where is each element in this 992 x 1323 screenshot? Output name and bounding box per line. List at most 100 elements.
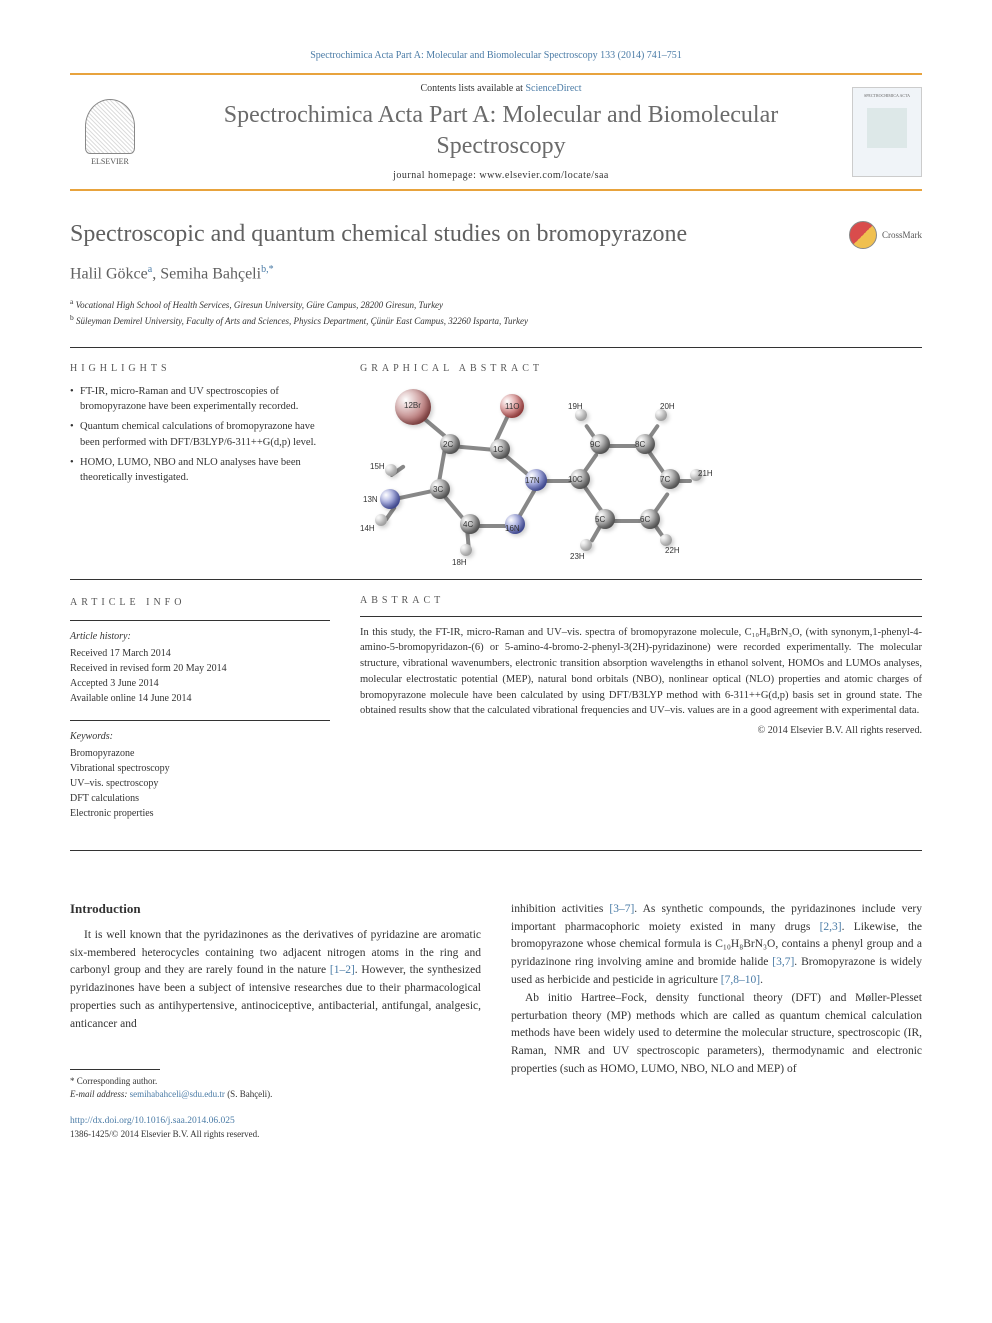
citation-link[interactable]: [1–2] — [330, 964, 355, 976]
abstract-text: In this study, the FT-IR, micro-Raman an… — [360, 625, 922, 720]
header-citation: Spectrochimica Acta Part A: Molecular an… — [70, 50, 922, 61]
highlight-item: FT-IR, micro-Raman and UV spectroscopies… — [70, 384, 330, 416]
email-line: E-mail address: semihabahceli@sdu.edu.tr… — [70, 1088, 481, 1102]
molecule-atom — [460, 544, 472, 556]
cover-thumb-title: SPECTROCHIMICA ACTA — [864, 93, 910, 98]
body-paragraph: Ab initio Hartree–Fock, density function… — [511, 990, 922, 1079]
highlights-list: FT-IR, micro-Raman and UV spectroscopies… — [70, 384, 330, 487]
divider — [360, 616, 922, 617]
sciencedirect-link[interactable]: ScienceDirect — [525, 83, 581, 94]
molecule-bond — [395, 488, 435, 500]
body-paragraph: It is well known that the pyridazinones … — [70, 927, 481, 1034]
banner-center: Contents lists available at ScienceDirec… — [170, 83, 832, 181]
citation-link[interactable]: [3–7] — [609, 903, 634, 915]
crossmark-label: CrossMark — [882, 230, 922, 240]
molecule-atom-label: 6C — [640, 515, 650, 524]
introduction-heading: Introduction — [70, 901, 481, 917]
molecule-diagram: 12Br11O2C1C3C13N15H14H4C16N17N18H10C9C5C… — [360, 384, 700, 564]
journal-cover-thumbnail[interactable]: SPECTROCHIMICA ACTA — [852, 87, 922, 177]
molecule-atom — [380, 489, 400, 509]
corresponding-author-note: * Corresponding author. — [70, 1075, 481, 1089]
body-column-left: Introduction It is well known that the p… — [70, 901, 481, 1142]
keyword: Electronic properties — [70, 806, 330, 821]
abstract-label: ABSTRACT — [360, 595, 922, 606]
molecule-atom-label: 19H — [568, 402, 583, 411]
molecule-atom-label: 14H — [360, 524, 375, 533]
doi-line: http://dx.doi.org/10.1016/j.saa.2014.06.… — [70, 1114, 481, 1128]
article-info-label: ARTICLE INFO — [70, 595, 330, 610]
molecule-atom-label: 9C — [590, 440, 600, 449]
divider — [70, 720, 330, 721]
body-paragraph: inhibition activities [3–7]. As syntheti… — [511, 901, 922, 990]
molecule-atom-label: 8C — [635, 440, 645, 449]
molecule-atom-label: 17N — [525, 476, 540, 485]
keyword: Bromopyrazone — [70, 746, 330, 761]
molecule-atom — [660, 534, 672, 546]
contents-prefix: Contents lists available at — [420, 83, 525, 94]
homepage-url[interactable]: www.elsevier.com/locate/saa — [479, 170, 608, 181]
journal-homepage: journal homepage: www.elsevier.com/locat… — [170, 170, 832, 181]
molecule-atom-label: 18H — [452, 558, 467, 567]
divider — [70, 620, 330, 621]
elsevier-tree-icon — [85, 99, 135, 154]
keyword: DFT calculations — [70, 791, 330, 806]
molecule-atom-label: 21H — [698, 469, 713, 478]
molecule-atom — [385, 464, 397, 476]
molecule-atom-label: 7C — [660, 475, 670, 484]
molecule-atom — [580, 539, 592, 551]
molecule-atom-label: 2C — [443, 440, 453, 449]
body-column-right: inhibition activities [3–7]. As syntheti… — [511, 901, 922, 1142]
author-2[interactable]: Semiha Bahçeli — [160, 266, 261, 283]
molecule-atom-label: 11O — [505, 402, 520, 411]
publisher-logo[interactable]: ELSEVIER — [70, 87, 150, 177]
journal-name: Spectrochimica Acta Part A: Molecular an… — [170, 100, 832, 162]
molecule-atom-label: 1C — [493, 445, 503, 454]
doi-link[interactable]: http://dx.doi.org/10.1016/j.saa.2014.06.… — [70, 1116, 235, 1126]
authors-line: Halil Gökcea, Semiha Bahçelib,* — [70, 264, 922, 283]
abstract-block: ABSTRACT In this study, the FT-IR, micro… — [360, 595, 922, 835]
author-1[interactable]: Halil Gökce — [70, 266, 148, 283]
article-title: Spectroscopic and quantum chemical studi… — [70, 221, 687, 248]
corresponding-mark: * — [269, 264, 274, 275]
article-body: Introduction It is well known that the p… — [70, 901, 922, 1142]
author-email-link[interactable]: semihabahceli@sdu.edu.tr — [130, 1089, 225, 1099]
highlight-item: Quantum chemical calculations of bromopy… — [70, 419, 330, 451]
article-info-block: ARTICLE INFO Article history: Received 1… — [70, 595, 330, 835]
contents-availability: Contents lists available at ScienceDirec… — [170, 83, 832, 94]
keywords-block: Keywords: Bromopyrazone Vibrational spec… — [70, 729, 330, 821]
citation-link[interactable]: [2,3] — [820, 921, 842, 933]
email-label: E-mail address: — [70, 1089, 130, 1099]
molecule-atom-label: 12Br — [404, 401, 421, 410]
footnote-rule — [70, 1069, 160, 1070]
molecule-atom-label: 13N — [363, 495, 378, 504]
citation-link[interactable]: [7,8–10] — [721, 974, 760, 986]
author-1-affil: a — [148, 264, 152, 275]
molecule-atom-label: 3C — [433, 485, 443, 494]
journal-banner: ELSEVIER Contents lists available at Sci… — [70, 73, 922, 191]
keyword: Vibrational spectroscopy — [70, 761, 330, 776]
molecule-atom-label: 16N — [505, 524, 520, 533]
homepage-prefix: journal homepage: — [393, 170, 479, 181]
abstract-copyright: © 2014 Elsevier B.V. All rights reserved… — [360, 725, 922, 736]
crossmark-badge[interactable]: CrossMark — [849, 221, 922, 249]
affiliation-a: a Vocational High School of Health Servi… — [70, 296, 922, 313]
molecule-atom-label: 20H — [660, 402, 675, 411]
molecule-atom-label: 15H — [370, 462, 385, 471]
author-2-affil: b, — [261, 264, 269, 275]
molecule-atom-label: 5C — [595, 515, 605, 524]
highlight-item: HOMO, LUMO, NBO and NLO analyses have be… — [70, 455, 330, 487]
issn-copyright: 1386-1425/© 2014 Elsevier B.V. All right… — [70, 1128, 481, 1142]
keyword: UV–vis. spectroscopy — [70, 776, 330, 791]
online-date: Available online 14 June 2014 — [70, 691, 330, 706]
molecule-atom-label: 23H — [570, 552, 585, 561]
article-history: Article history: Received 17 March 2014 … — [70, 629, 330, 706]
divider — [70, 850, 922, 851]
revised-date: Received in revised form 20 May 2014 — [70, 661, 330, 676]
publisher-name: ELSEVIER — [91, 157, 129, 166]
received-date: Received 17 March 2014 — [70, 646, 330, 661]
citation-link[interactable]: [3,7] — [772, 956, 794, 968]
affiliations: a Vocational High School of Health Servi… — [70, 296, 922, 329]
keywords-heading: Keywords: — [70, 729, 330, 744]
highlights-block: HIGHLIGHTS FT-IR, micro-Raman and UV spe… — [70, 363, 330, 564]
history-heading: Article history: — [70, 629, 330, 644]
